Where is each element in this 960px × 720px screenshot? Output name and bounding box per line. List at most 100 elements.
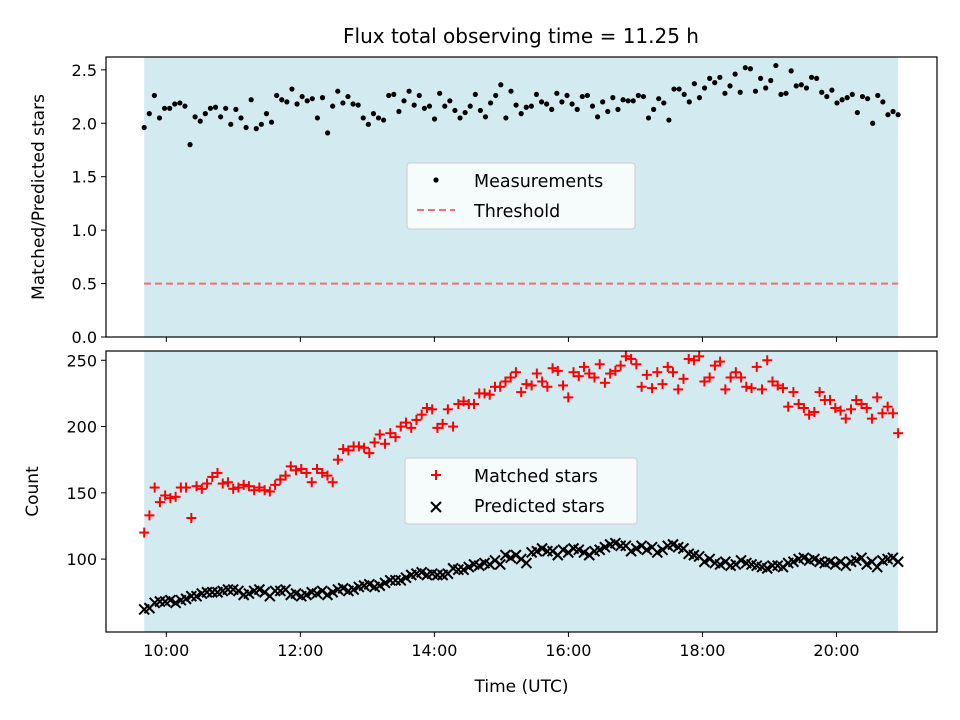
measurement-point	[834, 100, 840, 106]
top-axes-frame	[105, 56, 938, 338]
legend-matched-label: Matched stars	[474, 467, 598, 487]
matched-point	[521, 379, 532, 390]
measurement-point	[600, 99, 606, 105]
measurement-point	[202, 111, 208, 117]
measurement-point	[528, 103, 534, 109]
measurement-point	[859, 93, 866, 100]
measurement-point	[605, 108, 611, 115]
measurement-point	[258, 121, 264, 127]
measurement-point	[880, 99, 886, 105]
matched-point	[212, 467, 223, 478]
matched-point	[380, 438, 391, 449]
measurement-point	[778, 91, 784, 98]
matched-point	[343, 445, 354, 456]
matched-point	[610, 365, 621, 376]
measurement-point	[824, 93, 830, 100]
measurement-point	[803, 85, 810, 91]
chart-title: Flux total observing time = 11.25 h	[343, 24, 699, 48]
measurement-point	[411, 102, 417, 108]
matched-point	[573, 371, 584, 382]
matched-point	[856, 399, 867, 410]
measurement-point	[274, 92, 280, 99]
matched-point	[191, 481, 202, 492]
matched-point	[364, 448, 375, 459]
matched-point	[228, 483, 239, 494]
y-tick-label: 0.0	[72, 328, 97, 347]
predicted-point	[222, 583, 234, 596]
matched-point	[207, 471, 218, 482]
measurement-point	[829, 87, 835, 93]
measurement-point	[645, 115, 652, 121]
matched-point	[369, 437, 380, 448]
matched-point	[500, 376, 511, 387]
matched-point	[542, 381, 553, 392]
measurement-point	[793, 83, 799, 89]
y-tick-label: 2.0	[72, 114, 97, 133]
measurement-point	[197, 118, 203, 124]
predicted-point	[766, 560, 779, 572]
matched-point	[725, 372, 736, 383]
measurement-point	[757, 75, 764, 81]
measurement-point	[289, 86, 295, 92]
measurement-point	[671, 86, 677, 92]
measurement-point	[161, 105, 168, 111]
measurement-point	[335, 88, 341, 94]
measurement-point	[370, 111, 377, 117]
matched-point	[479, 388, 490, 399]
measurement-point	[844, 95, 850, 101]
measurement-point	[401, 98, 407, 104]
matched-point	[772, 380, 783, 391]
measurement-point	[437, 90, 443, 96]
measurement-point	[391, 91, 397, 98]
measurement-point	[615, 106, 621, 112]
matched-point	[317, 467, 328, 478]
matched-point	[264, 486, 275, 497]
matched-point	[757, 384, 768, 395]
bottom-legend: Matched stars Predicted stars	[404, 457, 638, 525]
measurement-point	[640, 93, 647, 100]
matched-point	[767, 376, 778, 387]
matched-point	[662, 361, 673, 372]
measurement-point	[381, 117, 387, 123]
count-panel: 100 150 200 250 10:00 12:00 14:00 16:00 18:00 20…	[23, 337, 938, 697]
matched-point	[495, 381, 506, 392]
measurement-point	[345, 93, 351, 100]
matched-point	[186, 513, 197, 524]
matched-point	[620, 351, 631, 362]
matched-point	[830, 402, 841, 413]
matched-point	[537, 376, 548, 387]
measurement-point	[452, 107, 458, 114]
ratio-panel: 0.0 0.5 1.0 1.5 2.0 2.5 Matched/Predicted sta…	[29, 56, 938, 347]
matched-point	[626, 353, 637, 364]
matched-point	[798, 402, 809, 413]
matched-point	[442, 404, 453, 415]
predicted-point	[384, 574, 396, 587]
legend-threshold-label: Threshold	[473, 202, 560, 222]
matched-point	[374, 429, 385, 440]
y-tick-label: 0.5	[72, 275, 97, 294]
matched-point	[657, 379, 668, 390]
matched-point	[673, 384, 684, 395]
predicted-point	[206, 586, 218, 598]
matched-point	[568, 367, 579, 378]
matched-point	[296, 463, 307, 474]
matched-point	[149, 482, 160, 493]
matched-point	[531, 368, 542, 379]
measurement-point	[416, 92, 422, 99]
legend-cross	[430, 501, 442, 513]
matched-stars-series	[139, 351, 904, 538]
measurement-point	[620, 97, 626, 103]
top-axis-ticks: 0.0 0.5 1.0 1.5 2.0 2.5	[72, 61, 106, 347]
predicted-point	[892, 556, 904, 568]
matched-point	[170, 491, 181, 502]
x-axis-label: Time (UTC)	[474, 677, 569, 697]
matched-point	[385, 428, 396, 439]
matched-point	[421, 402, 432, 413]
measurement-point	[156, 115, 163, 121]
matched-point	[840, 413, 851, 424]
x-tick-label: 14:00	[411, 641, 457, 660]
matched-point	[505, 372, 516, 383]
measurement-point	[584, 92, 590, 99]
matched-point	[390, 432, 401, 443]
